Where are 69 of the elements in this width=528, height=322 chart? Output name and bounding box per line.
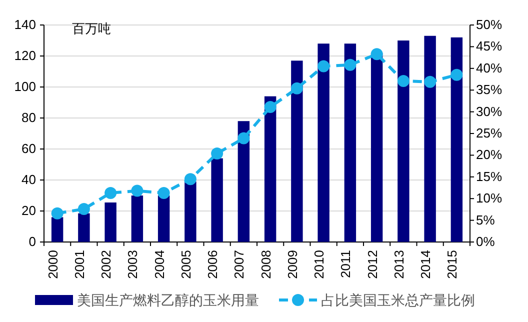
point bbox=[264, 101, 276, 114]
point bbox=[51, 207, 64, 220]
x-tick-label: 2000 bbox=[45, 250, 60, 279]
y2-tick-label: 30% bbox=[476, 104, 502, 119]
y2-tick-label: 5% bbox=[476, 212, 496, 228]
y2-tick-label: 15% bbox=[476, 168, 502, 184]
bar bbox=[238, 121, 250, 242]
bar bbox=[318, 44, 330, 242]
point bbox=[238, 132, 250, 144]
y2-tick-label: 25% bbox=[476, 126, 502, 140]
point bbox=[318, 60, 330, 72]
bar bbox=[211, 158, 223, 242]
point bbox=[184, 173, 196, 186]
bar bbox=[158, 196, 170, 242]
y-tick-label: 20 bbox=[22, 203, 36, 218]
y2-tick-label: 0% bbox=[476, 234, 496, 249]
x-tick-label: 2015 bbox=[444, 250, 460, 279]
point bbox=[290, 82, 303, 94]
bar bbox=[450, 37, 463, 242]
x-tick-label: 2007 bbox=[232, 250, 247, 279]
bar bbox=[104, 202, 116, 242]
x-tick-label: 2002 bbox=[98, 250, 114, 279]
point bbox=[211, 147, 224, 160]
point bbox=[450, 68, 463, 81]
x-tick-label: 2013 bbox=[391, 250, 406, 279]
x-tick-label: 2009 bbox=[284, 250, 300, 279]
bar bbox=[424, 36, 436, 242]
legend-label: 美国生产燃料乙醇的玉米用量 bbox=[77, 292, 259, 308]
annotation: 百万吨 bbox=[72, 21, 111, 36]
y-tick-label: 60 bbox=[22, 141, 36, 156]
bar bbox=[78, 213, 90, 242]
bar bbox=[264, 96, 276, 242]
y-tick-label: 80 bbox=[22, 110, 36, 125]
bar bbox=[131, 196, 144, 242]
y2-tick-label: 10% bbox=[476, 190, 502, 206]
x-tick-label: 2008 bbox=[258, 250, 274, 279]
point bbox=[78, 203, 90, 216]
y-tick-label: 140 bbox=[14, 17, 36, 32]
point bbox=[104, 186, 117, 199]
point bbox=[424, 76, 436, 88]
point bbox=[344, 58, 356, 71]
bar bbox=[291, 60, 303, 242]
y2-tick-label: 45% bbox=[476, 38, 502, 54]
point bbox=[370, 48, 383, 60]
point bbox=[131, 184, 144, 197]
x-tick-label: 2004 bbox=[152, 250, 167, 279]
x-tick-label: 2005 bbox=[178, 250, 194, 279]
bar bbox=[398, 40, 410, 242]
point bbox=[397, 74, 410, 87]
y2-tick-label: 50% bbox=[476, 17, 502, 32]
x-tick-label: 2011 bbox=[338, 250, 354, 278]
y-tick-label: 120 bbox=[14, 48, 36, 63]
bar bbox=[184, 182, 196, 242]
y2-tick-label: 40% bbox=[476, 60, 502, 76]
bar bbox=[51, 217, 64, 242]
x-tick-label: 2001 bbox=[72, 250, 87, 279]
y-tick-label: 0 bbox=[28, 234, 36, 249]
x-tick-label: 2014 bbox=[418, 250, 434, 279]
y2-tick-label: 20% bbox=[476, 147, 502, 162]
legend-label: 占比美国玉米总产量比例 bbox=[321, 292, 475, 308]
x-tick-label: 2010 bbox=[312, 250, 327, 279]
x-tick-label: 2012 bbox=[364, 250, 380, 279]
y-tick-label: 40 bbox=[22, 172, 36, 187]
x-tick-label: 2006 bbox=[205, 250, 220, 279]
y-tick-label: 100 bbox=[14, 79, 36, 94]
point bbox=[158, 186, 170, 199]
bar bbox=[344, 44, 356, 242]
y2-tick-label: 35% bbox=[476, 82, 502, 98]
x-tick-label: 2003 bbox=[125, 250, 140, 279]
